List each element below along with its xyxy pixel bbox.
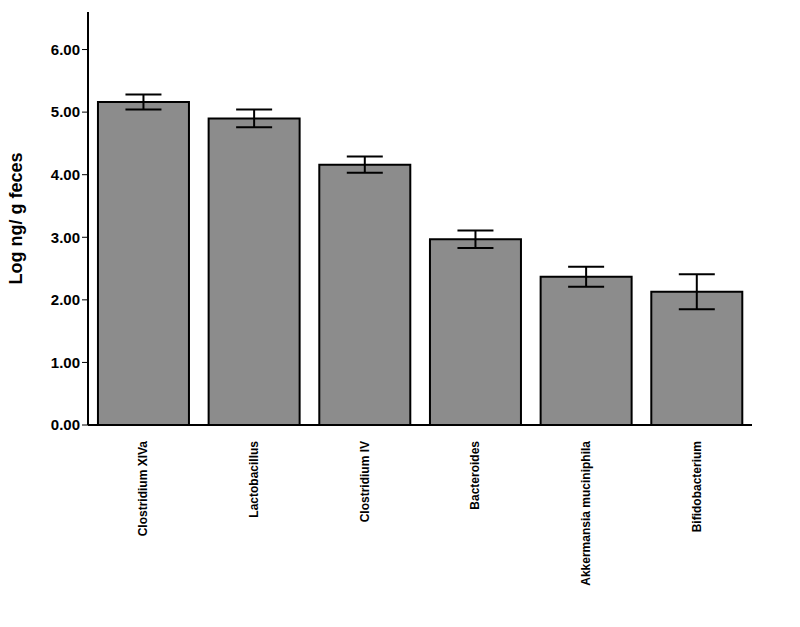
svg-text:0.00: 0.00 [51, 416, 80, 433]
svg-text:Log ng/ g feces: Log ng/ g feces [8, 152, 26, 284]
svg-text:Bifidobacterium: Bifidobacterium [690, 441, 704, 532]
svg-text:2.00: 2.00 [51, 291, 80, 308]
svg-text:3.00: 3.00 [51, 229, 80, 246]
svg-text:Bacteroides: Bacteroides [468, 441, 482, 510]
svg-text:Lactobacillus: Lactobacillus [247, 441, 261, 518]
svg-text:Clostridium IV: Clostridium IV [358, 441, 372, 522]
svg-text:1.00: 1.00 [51, 354, 80, 371]
svg-text:4.00: 4.00 [51, 166, 80, 183]
svg-text:6.00: 6.00 [51, 41, 80, 58]
svg-text:5.00: 5.00 [51, 103, 80, 120]
svg-text:Akkermansia muciniphila: Akkermansia muciniphila [579, 441, 593, 586]
svg-text:Clostridium XIVa: Clostridium XIVa [136, 441, 150, 537]
